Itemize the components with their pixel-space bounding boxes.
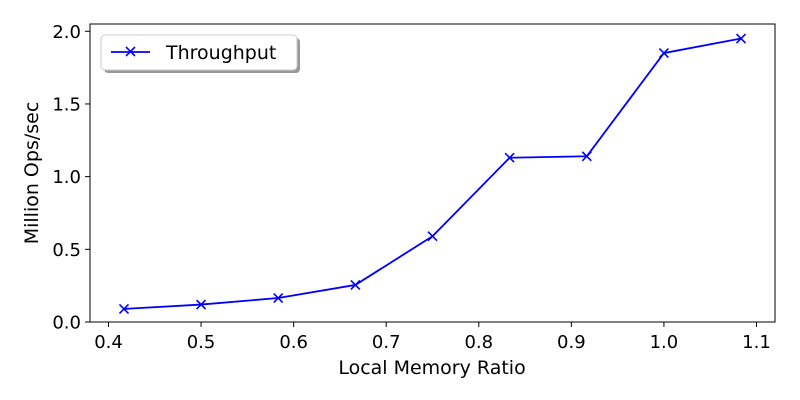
plot-area (90, 24, 775, 322)
y-tick-label: 0.5 (52, 240, 81, 261)
y-axis-ticks: 0.0 0.5 1.0 1.5 2.0 (52, 22, 90, 334)
y-tick-label: 1.5 (52, 94, 81, 115)
data-point-marker (427, 231, 438, 242)
y-tick-label: 2.0 (52, 22, 81, 43)
legend: Throughput (100, 34, 300, 73)
plot-frame (89, 23, 776, 323)
x-tick-label: 0.8 (464, 332, 493, 353)
x-tick-label: 0.4 (94, 332, 123, 353)
data-point-marker (658, 48, 669, 59)
data-point-marker (118, 303, 130, 314)
x-tick-label: 0.7 (372, 332, 401, 353)
legend-box (100, 34, 298, 71)
legend-entry-throughput: Throughput (165, 42, 276, 64)
series-layer (118, 33, 747, 314)
data-point-marker (735, 33, 747, 44)
y-tick-label: 0.0 (52, 313, 81, 334)
y-tick-label: 1.0 (52, 167, 81, 188)
data-point-marker (504, 152, 515, 163)
data-point-marker (273, 292, 284, 304)
legend-x-marker (125, 46, 136, 57)
x-axis-ticks: 0.4 0.5 0.6 0.7 0.8 0.9 1.0 1.1 (94, 322, 771, 353)
data-point-marker (196, 299, 207, 310)
data-point-marker (350, 279, 361, 290)
x-tick-label: 0.9 (557, 332, 586, 353)
x-axis-label: Local Memory Ratio (338, 357, 525, 379)
y-axis-label: Million Ops/sec (21, 102, 43, 245)
x-tick-label: 0.5 (187, 332, 216, 353)
data-point-marker (581, 151, 592, 162)
x-tick-label: 0.6 (279, 332, 308, 353)
x-tick-label: 1.1 (742, 332, 771, 353)
x-tick-label: 1.0 (650, 332, 679, 353)
